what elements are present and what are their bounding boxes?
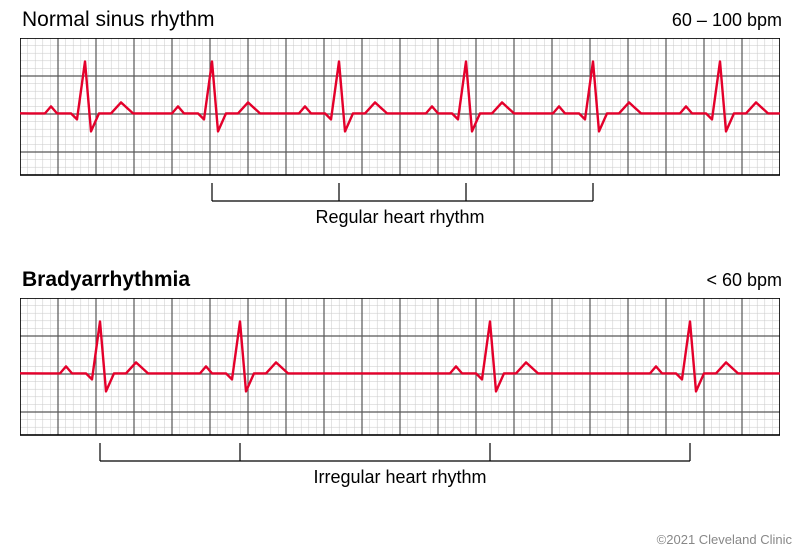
panel-caption: Irregular heart rhythm	[20, 467, 780, 488]
panel-title: Normal sinus rhythm	[22, 8, 215, 32]
panel-caption: Regular heart rhythm	[20, 207, 780, 228]
panel-header-normal: Normal sinus rhythm 60 – 100 bpm	[20, 8, 784, 36]
ecg-chart-normal	[20, 38, 780, 203]
panel-bpm: 60 – 100 bpm	[672, 10, 782, 31]
panel-bpm: < 60 bpm	[706, 270, 782, 291]
ecg-chart-brady	[20, 298, 780, 463]
credit-text: ©2021 Cleveland Clinic	[657, 532, 792, 547]
panel-title: Bradyarrhythmia	[22, 268, 190, 292]
panel-header-brady: Bradyarrhythmia < 60 bpm	[20, 268, 784, 296]
